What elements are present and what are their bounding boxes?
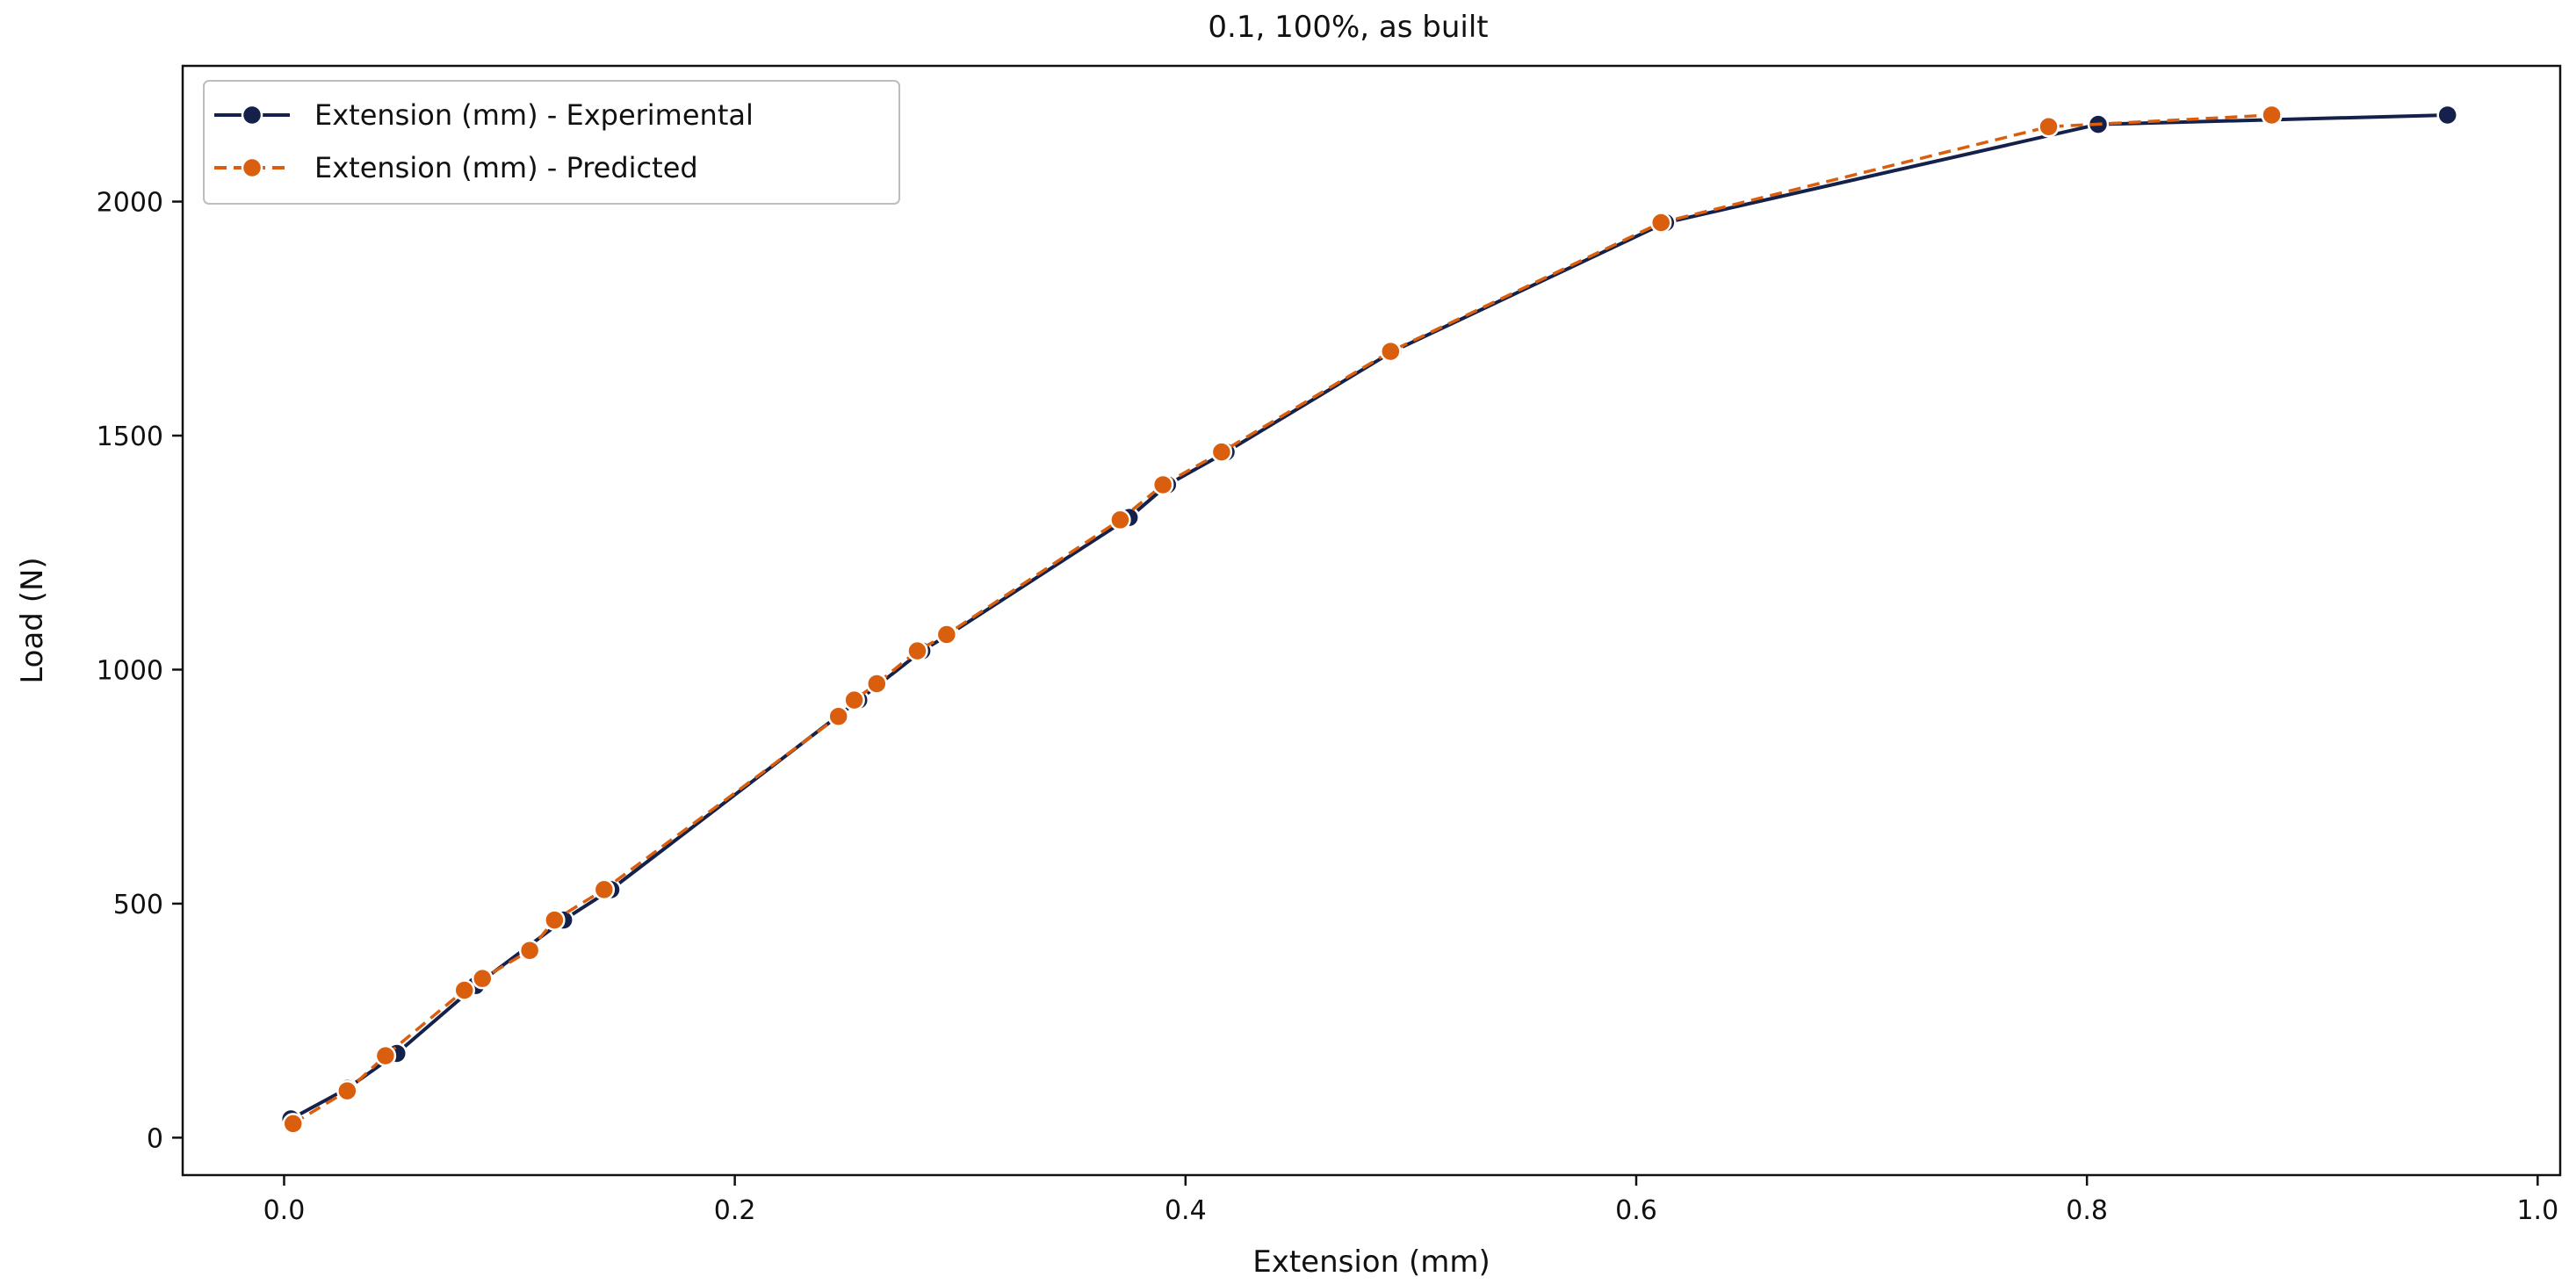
data-point [843, 689, 865, 711]
x-tick-label: 0.6 [1615, 1195, 1657, 1226]
y-axis-label: Load (N) [15, 557, 50, 683]
series-line [290, 113, 2448, 1121]
series-line [292, 113, 2272, 1125]
x-tick-label: 0.8 [2066, 1195, 2108, 1226]
y-tick-label: 1000 [97, 655, 163, 686]
y-tick-label: 1500 [97, 422, 163, 452]
x-axis-label: Extension (mm) [1252, 1244, 1490, 1280]
data-point [2436, 104, 2458, 126]
x-tick-label: 1.0 [2516, 1195, 2558, 1226]
data-point [1380, 340, 1402, 363]
x-axis: 0.0 0.2 0.4 0.6 0.8 1.0 [263, 1175, 2558, 1226]
data-point [336, 1079, 358, 1102]
data-point [1649, 212, 1672, 234]
data-point [866, 673, 888, 695]
data-point [593, 878, 616, 901]
data-point [472, 967, 494, 990]
plot-area [279, 104, 2458, 1135]
series-1 [279, 104, 2458, 1130]
chart-title: 0.1, 100%, as built [1208, 10, 1488, 45]
legend-entry-label: Extension (mm) - Experimental [314, 98, 754, 132]
data-point [374, 1044, 397, 1067]
y-axis: 0 500 1000 1500 2000 [97, 188, 183, 1154]
y-tick-label: 2000 [97, 188, 163, 219]
legend-box [203, 80, 900, 205]
data-point [544, 909, 566, 931]
data-point [935, 624, 958, 646]
legend-entry-label: Extension (mm) - Predicted [314, 151, 698, 184]
data-point [906, 639, 928, 662]
data-point [1109, 509, 1131, 531]
data-point [1210, 441, 1233, 463]
data-point [453, 979, 475, 1001]
data-point [1151, 473, 1174, 496]
plot-frame [181, 64, 2562, 1177]
x-tick-label: 0.2 [714, 1195, 756, 1226]
legend: Extension (mm) - Experimental Extension (… [203, 80, 900, 205]
data-point [282, 1113, 304, 1135]
y-tick-label: 0 [147, 1123, 163, 1154]
legend-swatch-marker [241, 104, 263, 126]
legend-swatch-marker [241, 156, 263, 179]
data-point [518, 939, 541, 962]
data-point [827, 705, 849, 727]
data-point [2038, 116, 2060, 138]
x-tick-label: 0.4 [1165, 1195, 1207, 1226]
data-point [2261, 104, 2283, 126]
x-tick-label: 0.0 [263, 1195, 306, 1226]
y-tick-label: 500 [113, 890, 163, 920]
series-2 [282, 104, 2283, 1135]
